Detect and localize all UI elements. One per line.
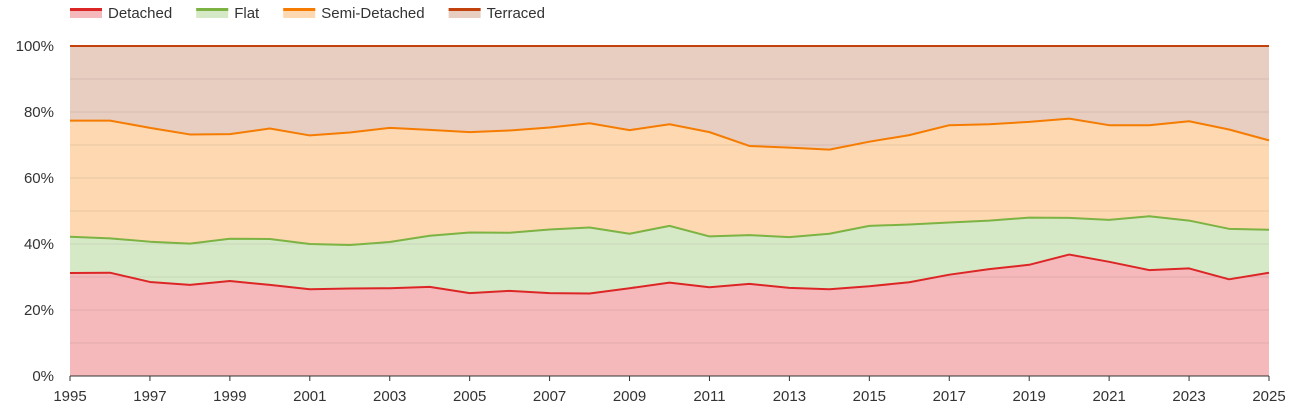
legend-swatch [196,8,229,18]
x-tick-label: 2005 [453,388,486,405]
legend-swatch [448,8,481,18]
area-semi-detached [70,118,1269,245]
legend-item-flat[interactable]: Flat [196,5,260,22]
x-tick-label: 2021 [1092,388,1125,405]
legend-swatch [70,8,102,18]
x-tick-label: 2015 [853,388,886,405]
y-tick-label: 0% [32,368,54,385]
x-tick-label: 2019 [1013,388,1046,405]
gridlines-overlay [70,78,1269,344]
x-tick-label: 1995 [53,388,86,405]
x-tick-label: 2007 [533,388,566,405]
legend-swatch-line [448,8,481,11]
legend-label: Flat [234,5,260,22]
x-tick-label: 2011 [693,388,725,405]
x-tick-label: 2013 [773,388,806,405]
legend-item-semi-detached[interactable]: Semi-Detached [283,5,425,22]
y-tick-label: 40% [24,236,54,253]
series-lines [69,45,1270,344]
y-tick-label: 20% [24,302,54,319]
x-axis: 1995 1997 1999 2001 2003 2005 2007 2009 2011 2013… [53,375,1286,405]
x-tick-label: 2001 [293,388,326,405]
x-tick-label: 2023 [1172,388,1205,405]
legend-label: Semi-Detached [321,5,424,22]
legend-label: Terraced [487,5,545,22]
legend-swatch [283,8,316,18]
legend-swatch-line [196,8,229,11]
x-tick-label: 2017 [933,388,966,405]
legend-swatch-line [283,8,316,11]
y-tick-label: 80% [24,104,54,121]
line-semi-detached [70,117,1270,151]
y-tick-label: 60% [24,170,54,187]
x-tick-label: 2003 [373,388,406,405]
legend-item-terraced[interactable]: Terraced [448,5,545,22]
y-tick-label: 100% [16,38,54,55]
line-flat [69,215,1270,246]
x-tick-label: 2009 [613,388,646,405]
area-detached [70,254,1269,376]
x-tick-label: 1999 [213,388,246,405]
line-detached [69,253,1270,295]
legend-item-detached[interactable]: Detached [70,5,172,22]
legend: Detached Flat Semi-Detached Terraced [70,5,545,22]
legend-swatch-line [70,8,102,11]
legend-label: Detached [108,5,172,22]
series-areas [70,46,1269,376]
area-flat [70,216,1269,294]
x-tick-label: 1997 [133,388,166,405]
x-tick-label: 2025 [1252,388,1285,405]
y-axis: 0% 20% 40% 60% 80% 100% [16,38,54,385]
